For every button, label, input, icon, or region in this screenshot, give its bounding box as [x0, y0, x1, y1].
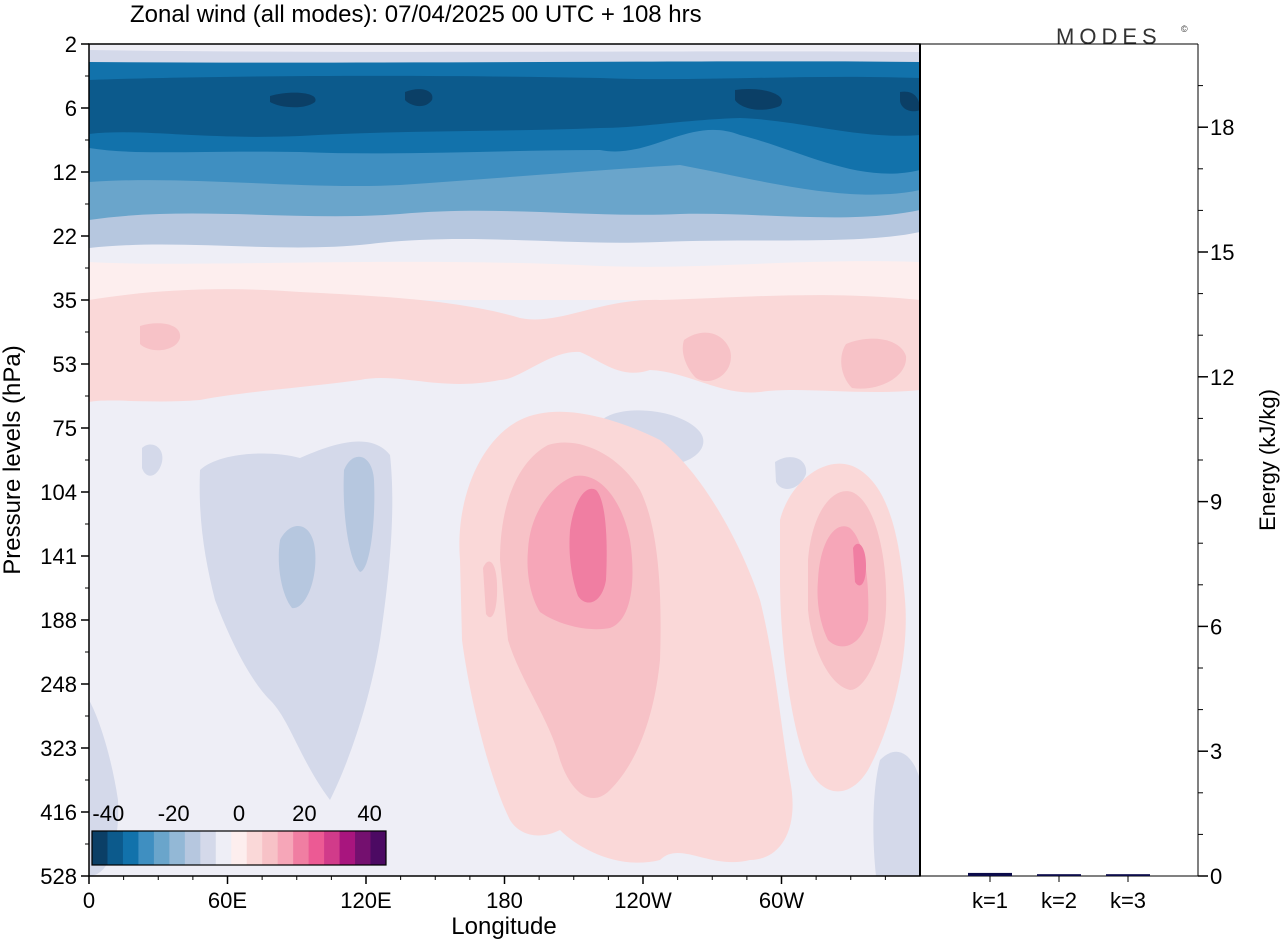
colorbar-swatch [153, 831, 170, 865]
x-tick-label: 0 [83, 888, 95, 913]
energy-panel: 0 3 6 9 12 15 18 k=1 k=2 k=3 Energy (kJ/kg) [919, 43, 1280, 913]
x-axis-ticks: 0 60E 120E 180 120W 60W [83, 876, 886, 913]
colorbar-tick-label: -20 [158, 801, 190, 826]
y-tick-label: 104 [40, 480, 77, 505]
energy-tick-label: 6 [1210, 614, 1222, 639]
lavender-deep-1 [278, 526, 316, 609]
colorbar-tick-label: 20 [292, 801, 316, 826]
y-tick-label: 323 [40, 736, 77, 761]
colorbar-swatch [184, 831, 201, 865]
y-tick-label: 2 [65, 32, 77, 57]
colorbar-swatch [169, 831, 186, 865]
y-tick-label: 6 [65, 96, 77, 121]
y-tick-label: 35 [53, 288, 77, 313]
energy-tick-label: 15 [1210, 240, 1234, 265]
colorbar-swatch [277, 831, 294, 865]
colorbar-tick-label: -40 [92, 801, 124, 826]
energy-tick-label: 9 [1210, 490, 1222, 515]
energy-bar [1106, 874, 1150, 876]
pink-strat-blob-3 [841, 338, 907, 389]
lavender-region-6 [873, 751, 920, 876]
x-tick-label: 60W [759, 888, 804, 913]
colorbar-swatch [200, 831, 217, 865]
energy-bar [1037, 874, 1081, 876]
lavender-region-2 [142, 444, 163, 476]
blue-core-2 [405, 89, 433, 107]
x-axis-label: Longitude [451, 913, 556, 940]
colorbar-swatch [339, 831, 356, 865]
colorbar-swatch [246, 831, 263, 865]
y-tick-label: 75 [53, 416, 77, 441]
energy-bar [968, 872, 1012, 876]
energy-bars: k=1 k=2 k=3 [968, 872, 1150, 913]
y-tick-label: 248 [40, 672, 77, 697]
y-axis-label: Pressure levels (hPa) [0, 345, 26, 574]
colorbar-swatch [370, 831, 387, 865]
colorbar-tick-label: 40 [357, 801, 381, 826]
chart-title: Zonal wind (all modes): 07/04/2025 00 UT… [130, 1, 702, 28]
colorbar-swatch [107, 831, 124, 865]
x-tick-label: 180 [486, 888, 523, 913]
lavender-region-1 [199, 441, 393, 800]
colorbar: -40 -20 0 20 40 [91, 801, 387, 866]
y-tick-label: 528 [40, 864, 77, 889]
energy-tick-label: 3 [1210, 739, 1222, 764]
energy-axis-label: Energy (kJ/kg) [1255, 389, 1280, 531]
colorbar-swatch [262, 831, 279, 865]
energy-tick-label: 0 [1210, 864, 1222, 889]
modes-logo: MODES [1056, 24, 1162, 49]
energy-axis-ticks: 0 3 6 9 12 15 18 [1198, 85, 1234, 889]
jet-side-blob [483, 561, 498, 618]
energy-tick-label: 12 [1210, 365, 1234, 390]
heatmap-panel: 2 6 12 22 35 53 75 104 141 188 248 323 416 528 0 60E 12… [0, 32, 921, 940]
colorbar-swatch [215, 831, 232, 865]
y-tick-label: 141 [40, 544, 77, 569]
jet-core [569, 488, 607, 603]
blue-core-1 [270, 92, 316, 108]
y-tick-label: 53 [53, 352, 77, 377]
white-band [89, 261, 920, 300]
colorbar-frame [91, 830, 387, 866]
colorbar-swatch [122, 831, 139, 865]
colorbar-tick-label: 0 [233, 801, 245, 826]
blue-band-5 [89, 75, 920, 137]
lavender-region-4 [775, 457, 807, 489]
blue-core-3 [735, 88, 782, 110]
colorbar-swatch [138, 831, 155, 865]
lavender-deep-2 [343, 456, 375, 572]
y-tick-label: 22 [53, 224, 77, 249]
energy-category-label: k=2 [1041, 888, 1077, 913]
colorbar-swatch [355, 831, 372, 865]
x-tick-label: 120E [340, 888, 391, 913]
colorbar-swatch [308, 831, 325, 865]
colorbar-swatch [92, 831, 108, 865]
x-tick-label: 120W [614, 888, 672, 913]
y-tick-label: 12 [53, 160, 77, 185]
y-axis-ticks: 2 6 12 22 35 53 75 104 141 188 248 323 416 528 [40, 32, 89, 889]
y-tick-label: 416 [40, 800, 77, 825]
x-tick-label: 60E [208, 888, 247, 913]
energy-tick-label: 18 [1210, 115, 1234, 140]
blue-core-4 [900, 91, 920, 112]
copyright-mark: © [1181, 24, 1193, 34]
colorbar-swatch [231, 831, 248, 865]
top-white-band [89, 44, 920, 52]
pink-strat-blob-1 [140, 323, 181, 351]
colorbar-swatch [324, 831, 341, 865]
y-tick-label: 188 [40, 608, 77, 633]
pink-strat-blob-2 [682, 332, 731, 382]
energy-category-label: k=1 [972, 888, 1008, 913]
colorbar-swatch [293, 831, 310, 865]
jet-west-core [853, 543, 866, 586]
y-axis-minor-ticks [85, 75, 89, 845]
energy-category-label: k=3 [1110, 888, 1146, 913]
